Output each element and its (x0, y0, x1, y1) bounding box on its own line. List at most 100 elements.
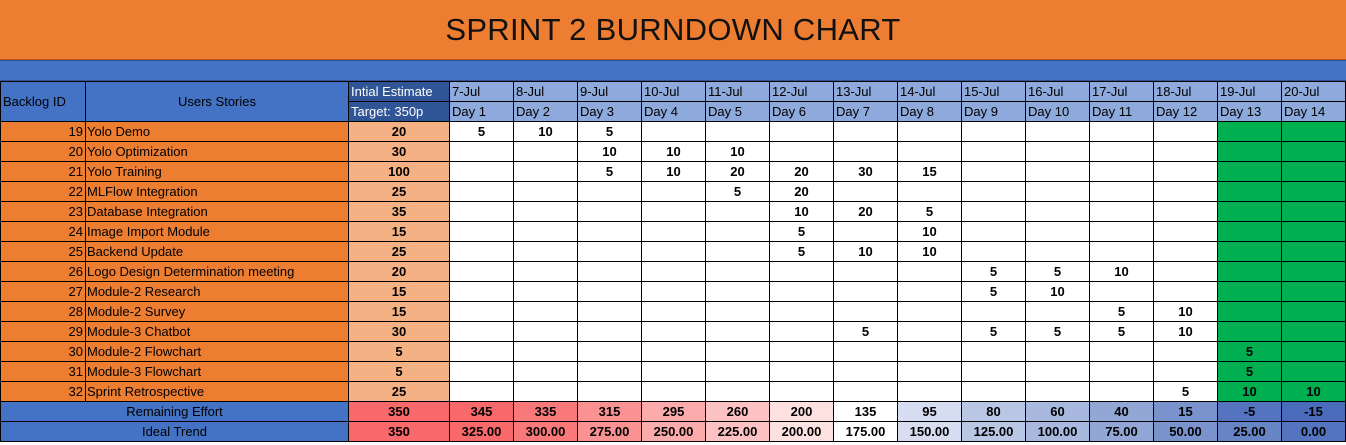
remaining-effort-cell[interactable]: 80 (961, 401, 1026, 422)
effort-cell[interactable] (1281, 141, 1346, 162)
backlog-id-cell[interactable]: 23 (0, 201, 86, 222)
estimate-cell[interactable]: 5 (348, 361, 450, 382)
date-header[interactable]: 10-Jul (641, 81, 706, 102)
effort-cell[interactable] (897, 341, 962, 362)
effort-cell[interactable]: 5 (961, 281, 1026, 302)
remaining-effort-cell[interactable]: -15 (1281, 401, 1346, 422)
effort-cell[interactable] (961, 341, 1026, 362)
effort-cell[interactable] (449, 221, 514, 242)
effort-cell[interactable] (1281, 321, 1346, 342)
effort-cell[interactable] (1089, 181, 1154, 202)
effort-cell[interactable] (961, 141, 1026, 162)
effort-cell[interactable] (1025, 161, 1090, 182)
effort-cell[interactable]: 10 (833, 241, 898, 262)
effort-cell[interactable] (513, 381, 578, 402)
effort-cell[interactable] (769, 361, 834, 382)
effort-cell[interactable] (577, 221, 642, 242)
ideal-trend-cell[interactable]: 125.00 (961, 421, 1026, 442)
effort-cell[interactable] (641, 301, 706, 322)
effort-cell[interactable] (641, 321, 706, 342)
effort-cell[interactable]: 10 (1153, 301, 1218, 322)
effort-cell[interactable]: 10 (513, 121, 578, 142)
effort-cell[interactable] (577, 241, 642, 262)
effort-cell[interactable]: 10 (1025, 281, 1090, 302)
backlog-id-cell[interactable]: 30 (0, 341, 86, 362)
effort-cell[interactable]: 5 (769, 221, 834, 242)
effort-cell[interactable] (449, 301, 514, 322)
effort-cell[interactable] (1217, 261, 1282, 282)
effort-cell[interactable] (1217, 241, 1282, 262)
effort-cell[interactable]: 10 (577, 141, 642, 162)
date-header[interactable]: 20-Jul (1281, 81, 1346, 102)
effort-cell[interactable] (833, 261, 898, 282)
effort-cell[interactable] (705, 241, 770, 262)
effort-cell[interactable]: 10 (641, 141, 706, 162)
backlog-id-header[interactable]: Backlog ID (0, 81, 86, 122)
effort-cell[interactable] (1217, 181, 1282, 202)
effort-cell[interactable]: 15 (897, 161, 962, 182)
effort-cell[interactable] (1025, 121, 1090, 142)
user-story-cell[interactable]: Module-2 Survey (85, 301, 349, 322)
effort-cell[interactable] (897, 281, 962, 302)
effort-cell[interactable] (833, 341, 898, 362)
backlog-id-cell[interactable]: 27 (0, 281, 86, 302)
effort-cell[interactable] (1153, 261, 1218, 282)
date-header[interactable]: 12-Jul (769, 81, 834, 102)
effort-cell[interactable] (1089, 361, 1154, 382)
effort-cell[interactable] (705, 221, 770, 242)
ideal-trend-cell[interactable]: 225.00 (705, 421, 770, 442)
remaining-effort-cell[interactable]: 335 (513, 401, 578, 422)
effort-cell[interactable] (961, 161, 1026, 182)
effort-cell[interactable] (577, 361, 642, 382)
effort-cell[interactable]: 10 (1217, 381, 1282, 402)
ideal-trend-label[interactable]: Ideal Trend (0, 421, 349, 442)
backlog-id-cell[interactable]: 28 (0, 301, 86, 322)
ideal-trend-total[interactable]: 350 (348, 421, 450, 442)
effort-cell[interactable] (449, 381, 514, 402)
effort-cell[interactable] (705, 301, 770, 322)
user-story-cell[interactable]: Logo Design Determination meeting (85, 261, 349, 282)
remaining-effort-cell[interactable]: -5 (1217, 401, 1282, 422)
day-header[interactable]: Day 10 (1025, 101, 1090, 122)
user-story-cell[interactable]: Module-3 Chatbot (85, 321, 349, 342)
effort-cell[interactable] (513, 321, 578, 342)
effort-cell[interactable] (1025, 221, 1090, 242)
effort-cell[interactable] (1089, 161, 1154, 182)
effort-cell[interactable] (1281, 121, 1346, 142)
effort-cell[interactable] (705, 361, 770, 382)
effort-cell[interactable] (641, 281, 706, 302)
date-header[interactable]: 9-Jul (577, 81, 642, 102)
effort-cell[interactable]: 5 (833, 321, 898, 342)
day-header[interactable]: Day 3 (577, 101, 642, 122)
effort-cell[interactable] (513, 181, 578, 202)
effort-cell[interactable] (641, 241, 706, 262)
effort-cell[interactable]: 5 (577, 121, 642, 142)
effort-cell[interactable] (449, 341, 514, 362)
effort-cell[interactable]: 5 (1217, 341, 1282, 362)
effort-cell[interactable] (1217, 161, 1282, 182)
backlog-id-cell[interactable]: 19 (0, 121, 86, 142)
day-header[interactable]: Day 14 (1281, 101, 1346, 122)
user-stories-header[interactable]: Users Stories (85, 81, 349, 122)
effort-cell[interactable] (961, 201, 1026, 222)
effort-cell[interactable] (833, 281, 898, 302)
ideal-trend-cell[interactable]: 300.00 (513, 421, 578, 442)
backlog-id-cell[interactable]: 32 (0, 381, 86, 402)
effort-cell[interactable] (1025, 361, 1090, 382)
effort-cell[interactable] (833, 141, 898, 162)
effort-cell[interactable] (961, 221, 1026, 242)
effort-cell[interactable] (705, 201, 770, 222)
backlog-id-cell[interactable]: 25 (0, 241, 86, 262)
estimate-cell[interactable]: 5 (348, 341, 450, 362)
effort-cell[interactable] (1025, 181, 1090, 202)
user-story-cell[interactable]: Yolo Demo (85, 121, 349, 142)
effort-cell[interactable] (705, 281, 770, 302)
effort-cell[interactable]: 10 (705, 141, 770, 162)
effort-cell[interactable] (1089, 201, 1154, 222)
effort-cell[interactable] (833, 361, 898, 382)
effort-cell[interactable] (769, 321, 834, 342)
effort-cell[interactable]: 5 (769, 241, 834, 262)
user-story-cell[interactable]: Module-2 Flowchart (85, 341, 349, 362)
day-header[interactable]: Day 1 (449, 101, 514, 122)
effort-cell[interactable] (513, 281, 578, 302)
